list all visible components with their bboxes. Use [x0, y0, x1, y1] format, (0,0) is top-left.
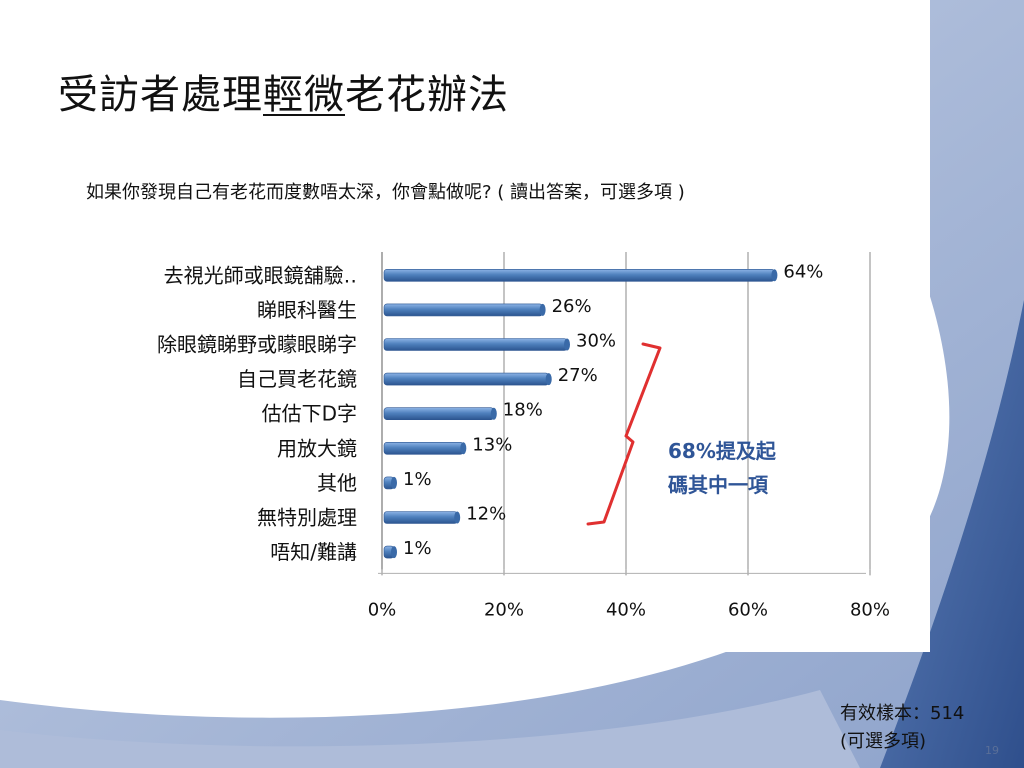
bar-2	[383, 338, 568, 351]
x-tick-label-0: 0%	[368, 599, 397, 620]
page-title: 受訪者處理輕微老花辦法	[58, 62, 509, 120]
annotation-bracket	[586, 342, 662, 526]
value-labels: 64% 26% 30% 27% 18% 13% 1% 12% 1%	[403, 261, 823, 559]
value-label-8: 1%	[403, 538, 432, 559]
title-part2-underlined: 輕微	[263, 72, 345, 118]
category-labels: 去視光師或眼鏡舖驗‥ 睇眼科醫生除眼鏡睇野或矇眼睇字自己買老花鏡估估下D字用放大鏡…	[157, 263, 357, 564]
annotation-line1: 68%提及起	[668, 439, 777, 463]
bar-1	[383, 303, 543, 317]
bar-7	[383, 511, 458, 524]
bar-end-5	[460, 442, 467, 455]
sample-size: 有效樣本：514	[840, 703, 965, 724]
bar-0	[383, 268, 775, 282]
bar-5	[383, 441, 464, 455]
category-label-5: 用放大鏡	[277, 436, 357, 460]
bar-3	[383, 372, 549, 386]
value-label-0: 64%	[783, 261, 823, 282]
x-tick-label-1: 20%	[484, 599, 524, 620]
slide-number: 19	[985, 744, 999, 757]
sample-note: 有效樣本：514 (可選多項)	[840, 700, 964, 756]
value-label-7: 12%	[466, 504, 506, 525]
category-label-4: 估估下D字	[262, 402, 357, 426]
x-tick-labels: 0% 20% 40% 60% 80%	[368, 599, 890, 620]
survey-question: 如果你發現自己有老花而度數唔太深，你會點做呢? ( 讀出答案，可選多項 )	[86, 182, 685, 203]
multiple-choice-note: (可選多項)	[840, 731, 927, 752]
category-label-1: 睇眼科醫生	[257, 298, 357, 322]
annotation-line2: 碼其中一項	[668, 473, 769, 497]
category-label-8: 唔知/難講	[270, 540, 357, 564]
bar-end-4	[490, 407, 497, 420]
gridlines	[378, 252, 871, 576]
bar-end-0	[771, 269, 778, 282]
category-label-2: 除眼鏡睇野或矇眼睇字	[157, 333, 357, 357]
bar-4	[383, 407, 495, 421]
category-label-7: 無特別處理	[257, 506, 357, 530]
bar-end-7	[454, 511, 461, 524]
bars	[383, 268, 778, 559]
bg-wave-bottom	[0, 690, 860, 768]
x-tick-label-4: 80%	[850, 599, 890, 620]
bar-end-3	[545, 373, 552, 386]
bar-end-1	[539, 303, 546, 316]
value-label-4: 18%	[503, 400, 543, 421]
x-tick-label-2: 40%	[606, 599, 646, 620]
bar-end-8	[391, 546, 397, 559]
value-label-2: 30%	[576, 331, 616, 352]
bar-end-2	[564, 338, 570, 351]
x-tick-label-3: 60%	[728, 599, 768, 620]
category-label-0: 去視光師或眼鏡舖驗‥	[164, 263, 357, 287]
value-label-3: 27%	[558, 365, 598, 386]
value-label-5: 13%	[472, 434, 512, 455]
top-white	[0, 0, 800, 230]
category-label-3: 自己買老花鏡	[237, 367, 357, 391]
value-label-6: 1%	[403, 469, 432, 490]
bar-end-6	[391, 476, 397, 489]
category-label-6: 其他	[317, 471, 357, 495]
value-label-1: 26%	[552, 296, 592, 317]
title-part1: 受訪者處理	[58, 72, 263, 118]
title-part3: 老花辦法	[345, 72, 509, 118]
bg-wave-dark	[880, 300, 1024, 768]
